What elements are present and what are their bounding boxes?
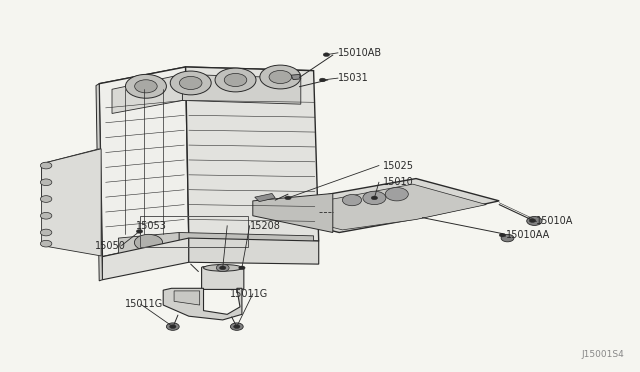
Polygon shape <box>186 67 319 241</box>
Polygon shape <box>96 84 102 281</box>
Circle shape <box>166 323 179 330</box>
Circle shape <box>40 212 52 219</box>
Polygon shape <box>179 232 314 252</box>
Circle shape <box>342 195 362 206</box>
Circle shape <box>527 217 542 225</box>
Circle shape <box>385 187 408 201</box>
Circle shape <box>501 234 514 242</box>
Text: 15031: 15031 <box>338 73 369 83</box>
Text: 15050: 15050 <box>95 241 125 250</box>
Polygon shape <box>42 149 99 199</box>
Circle shape <box>499 233 506 237</box>
Circle shape <box>134 234 163 251</box>
Circle shape <box>40 179 52 186</box>
Circle shape <box>363 191 386 205</box>
Circle shape <box>170 71 211 95</box>
Circle shape <box>285 196 291 200</box>
Circle shape <box>234 325 240 328</box>
Circle shape <box>134 80 157 93</box>
Text: 15053: 15053 <box>136 221 166 231</box>
Bar <box>140 216 248 247</box>
Polygon shape <box>163 288 242 320</box>
Polygon shape <box>102 238 189 280</box>
Circle shape <box>224 73 247 87</box>
Circle shape <box>371 196 378 200</box>
Circle shape <box>260 65 301 89</box>
Text: 15010AA: 15010AA <box>506 230 550 240</box>
Polygon shape <box>266 184 486 230</box>
Polygon shape <box>174 291 200 305</box>
Circle shape <box>269 70 292 84</box>
Circle shape <box>40 229 52 236</box>
Circle shape <box>40 196 52 202</box>
Text: J15001S4: J15001S4 <box>581 350 624 359</box>
Circle shape <box>179 76 202 90</box>
Circle shape <box>170 325 176 328</box>
Circle shape <box>529 219 536 222</box>
Polygon shape <box>291 74 301 80</box>
Circle shape <box>136 230 143 233</box>
Circle shape <box>230 323 243 330</box>
Text: 15010A: 15010A <box>536 217 573 226</box>
Polygon shape <box>189 238 319 264</box>
Circle shape <box>40 162 52 169</box>
Circle shape <box>125 74 166 98</box>
Circle shape <box>323 53 330 57</box>
Polygon shape <box>118 232 179 255</box>
Circle shape <box>216 264 229 272</box>
Polygon shape <box>182 74 301 104</box>
Polygon shape <box>99 67 189 257</box>
Circle shape <box>215 68 256 92</box>
Text: 15208: 15208 <box>250 221 280 231</box>
Ellipse shape <box>204 264 242 271</box>
Text: 15025: 15025 <box>383 161 413 170</box>
Polygon shape <box>255 193 275 202</box>
Polygon shape <box>253 193 333 232</box>
Polygon shape <box>112 74 182 113</box>
Polygon shape <box>99 67 314 86</box>
Polygon shape <box>42 149 101 256</box>
FancyBboxPatch shape <box>202 267 244 289</box>
Polygon shape <box>256 179 499 232</box>
Text: 15011G: 15011G <box>125 299 163 309</box>
Circle shape <box>319 78 326 82</box>
Text: 15010: 15010 <box>383 177 413 187</box>
Circle shape <box>40 240 52 247</box>
Circle shape <box>220 266 226 270</box>
Text: 15011G: 15011G <box>230 289 269 299</box>
Text: 15010AB: 15010AB <box>338 48 382 58</box>
Circle shape <box>239 266 245 270</box>
